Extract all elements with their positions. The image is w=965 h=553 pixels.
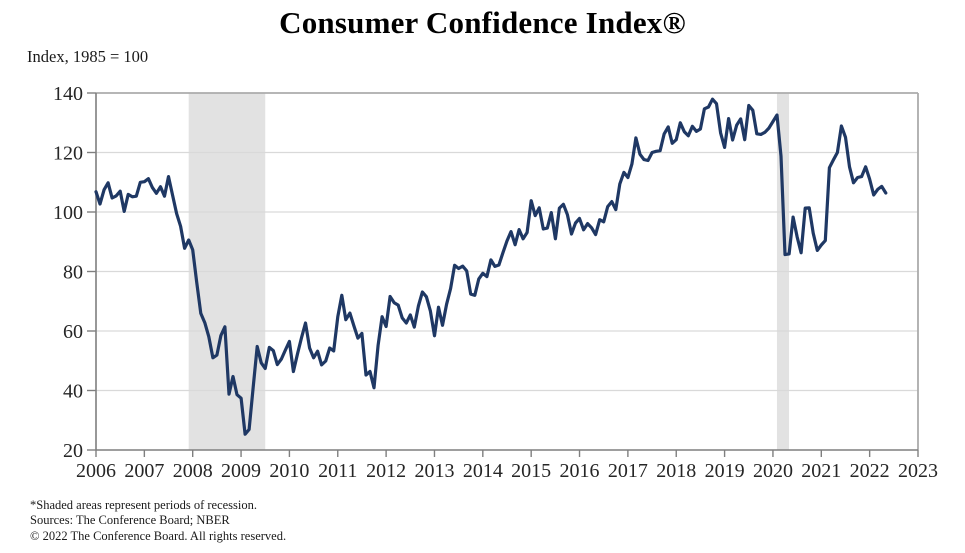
x-tick-label: 2021	[801, 460, 841, 482]
y-axis-unit-label: Index, 1985 = 100	[27, 47, 149, 66]
x-tick-label: 2010	[269, 460, 309, 482]
x-tick-label: 2022	[850, 460, 890, 482]
footnote-recession-note: *Shaded areas represent periods of reces…	[30, 498, 257, 512]
footnotes: *Shaded areas represent periods of reces…	[30, 498, 286, 544]
x-tick-label: 2015	[511, 460, 551, 482]
x-tick-label: 2012	[366, 460, 406, 482]
x-tick-label: 2023	[898, 460, 938, 482]
x-tick-label: 2020	[753, 460, 793, 482]
y-tick-label: 120	[53, 143, 83, 165]
x-tick-label: 2011	[318, 460, 357, 482]
x-tick-label: 2016	[560, 460, 600, 482]
x-tick-label: 2006	[76, 460, 116, 482]
x-tick-label: 2017	[608, 460, 648, 482]
x-tick-label: 2013	[414, 460, 454, 482]
chart-title: Consumer Confidence Index®	[279, 5, 686, 40]
x-tick-label: 2014	[463, 460, 503, 482]
x-tick-label: 2018	[656, 460, 696, 482]
footnote-sources: Sources: The Conference Board; NBER	[30, 513, 230, 528]
x-tick-label: 2007	[124, 460, 164, 482]
x-tick-label: 2019	[705, 460, 745, 482]
y-tick-label: 140	[53, 83, 83, 105]
footnote-copyright: © 2022 The Conference Board. All rights …	[30, 528, 287, 543]
y-tick-label: 20	[63, 440, 83, 462]
y-tick-label: 40	[63, 381, 83, 403]
y-tick-label: 100	[53, 202, 83, 224]
x-tick-label: 2008	[173, 460, 213, 482]
x-tick-label: 2009	[221, 460, 261, 482]
cci-line	[94, 97, 888, 436]
y-tick-label: 80	[63, 262, 83, 284]
y-tick-label: 60	[63, 321, 83, 343]
